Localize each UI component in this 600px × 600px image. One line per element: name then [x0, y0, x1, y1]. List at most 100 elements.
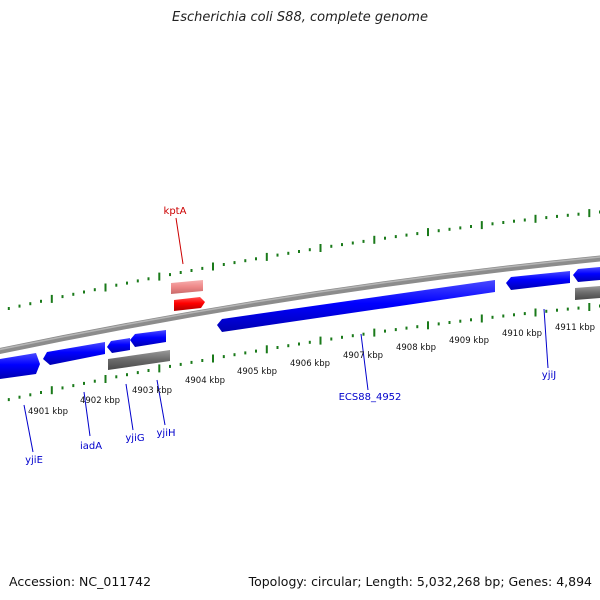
tick-mark-reverse: [341, 335, 343, 339]
kptA-feature-light: [171, 280, 203, 294]
tick-mark-reverse: [50, 386, 53, 395]
tick-mark-reverse: [319, 336, 322, 345]
tick-mark-forward: [491, 222, 494, 226]
tick-mark-reverse: [222, 355, 225, 359]
tick-mark-forward: [115, 283, 118, 287]
page-title: Escherichia coli S88, complete genome: [172, 10, 428, 25]
tick-mark-reverse: [83, 381, 85, 385]
tick-mark-forward: [373, 235, 376, 244]
tick-mark-forward: [298, 250, 300, 253]
tick-mark-forward: [201, 266, 204, 270]
tick-mark-reverse: [459, 319, 462, 323]
tick-mark-forward: [18, 304, 21, 308]
tick-mark-reverse: [233, 353, 236, 357]
tick-mark-reverse: [18, 395, 21, 399]
tick-mark-forward: [502, 221, 505, 224]
tick-mark-reverse: [470, 318, 472, 322]
tick-mark-reverse: [104, 375, 107, 383]
tick-mark-reverse: [384, 329, 386, 333]
tick-mark-forward: [83, 290, 85, 294]
tick-mark-forward: [7, 307, 10, 310]
tick-mark-reverse: [255, 349, 257, 353]
genome-backbone-highlight: [0, 256, 600, 351]
tick-mark-reverse: [276, 346, 279, 349]
tick-mark-reverse: [448, 321, 451, 324]
scale-label: 4909 kbp: [449, 336, 489, 346]
gene-label-iadA[interactable]: iadA: [80, 441, 102, 452]
tick-mark-reverse: [265, 345, 268, 354]
tick-mark-forward: [29, 302, 32, 306]
tick-mark-forward: [577, 212, 580, 216]
tick-mark-forward: [534, 214, 537, 223]
tick-mark-forward: [448, 227, 451, 231]
tick-mark-reverse: [556, 308, 558, 312]
tick-mark-reverse: [362, 332, 365, 336]
gene-arrow-yjiJ[interactable]: [506, 271, 570, 290]
tick-mark-forward: [427, 228, 429, 237]
ECS88_4952-leader: [360, 333, 369, 391]
tick-mark-reverse: [427, 321, 429, 330]
tick-mark-reverse: [394, 328, 397, 332]
tick-mark-reverse: [72, 384, 75, 388]
tick-mark-forward: [169, 273, 171, 277]
yjiJ-leader: [543, 308, 549, 369]
tick-mark-reverse: [373, 328, 376, 337]
tick-mark-forward: [179, 271, 182, 274]
tick-mark-reverse: [588, 303, 591, 311]
tick-mark-forward: [308, 248, 311, 252]
scale-label: 4905 kbp: [237, 367, 277, 377]
gene-arrow-next[interactable]: [573, 267, 600, 282]
tick-mark-forward: [523, 218, 526, 222]
gene-arrow-yjiG[interactable]: [107, 338, 130, 353]
tick-mark-forward: [405, 233, 408, 237]
tick-mark-reverse: [147, 369, 150, 372]
genes-label: Genes:: [508, 574, 553, 589]
tick-mark-forward: [50, 294, 53, 303]
tick-mark-forward: [265, 252, 268, 261]
tick-mark-reverse: [405, 326, 408, 330]
tick-mark-reverse: [190, 360, 193, 364]
tick-mark-reverse: [330, 337, 333, 341]
gene-arrow-iadA[interactable]: [43, 342, 105, 365]
scale-label: 4907 kbp: [343, 351, 383, 361]
tick-mark-reverse: [40, 391, 42, 394]
tick-mark-forward: [126, 281, 128, 285]
gene-label-yjiG[interactable]: yjiG: [125, 433, 144, 444]
gene-label-yjiE[interactable]: yjiE: [25, 455, 43, 466]
accession-label: Accession:: [9, 574, 76, 589]
tick-mark-reverse: [437, 322, 440, 326]
tick-mark-reverse: [351, 334, 354, 338]
tick-mark-forward: [362, 239, 365, 243]
gene-arrow-yjiH[interactable]: [130, 330, 166, 347]
topology-value: circular: [311, 574, 358, 589]
gene-label-kptA[interactable]: kptA: [164, 206, 187, 217]
tick-mark-forward: [566, 213, 569, 217]
gene-label-ECS88_4952[interactable]: ECS88_4952: [339, 392, 402, 403]
gene-arrow-yjiE[interactable]: [0, 353, 40, 379]
tick-mark-forward: [416, 232, 419, 236]
tick-mark-forward: [212, 262, 214, 271]
tick-mark-forward: [190, 269, 193, 272]
yjiE-leader: [23, 404, 34, 453]
gray-feature-1: [108, 350, 170, 370]
gene-label-yjiH[interactable]: yjiH: [157, 428, 176, 439]
accession-value: NC_011742: [79, 574, 152, 589]
tick-mark-forward: [222, 263, 225, 266]
tick-mark-forward: [255, 257, 257, 261]
gene-arrow-ECS88_4952[interactable]: [217, 280, 495, 332]
kptA-feature[interactable]: [174, 297, 205, 311]
tick-mark-forward: [351, 241, 354, 245]
tick-mark-reverse: [513, 313, 515, 317]
tick-mark-reverse: [244, 351, 247, 355]
gray-feature-2: [575, 286, 600, 300]
tick-mark-forward: [588, 209, 591, 218]
tick-mark-forward: [104, 283, 107, 292]
tick-mark-reverse: [179, 362, 182, 366]
yjiH-leader: [156, 379, 166, 426]
footer-stats: Topology: circular; Length: 5,032,268 bp…: [248, 574, 592, 589]
tick-mark-forward: [287, 251, 290, 255]
tick-mark-forward: [341, 243, 343, 247]
gene-label-yjiJ[interactable]: yjiJ: [542, 370, 556, 381]
tick-mark-reverse: [61, 386, 64, 390]
tick-mark-forward: [276, 253, 279, 257]
